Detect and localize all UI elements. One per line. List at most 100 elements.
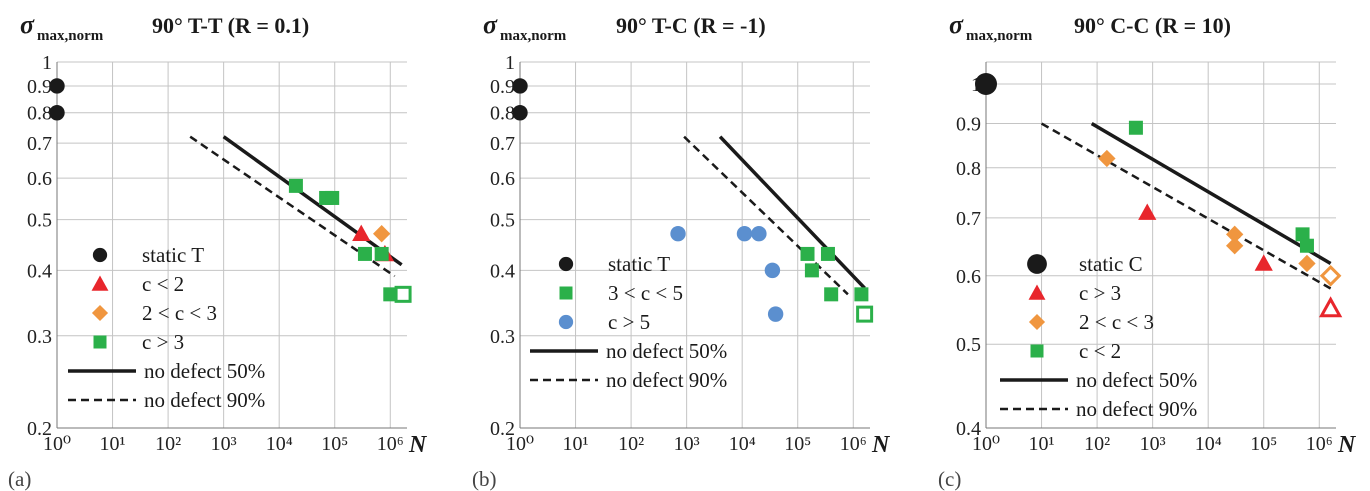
y-tick-label: 0.7 bbox=[490, 133, 515, 155]
data-point bbox=[372, 225, 391, 243]
x-tick-label: 10⁶ bbox=[840, 433, 867, 455]
data-point bbox=[1138, 203, 1157, 220]
y-tick-label: 0.4 bbox=[956, 418, 981, 440]
legend-label: static T bbox=[142, 243, 204, 267]
legend-marker bbox=[92, 247, 108, 263]
y-tick-label: 0.6 bbox=[956, 266, 981, 288]
y-tick-label: 1 bbox=[505, 52, 515, 74]
data-point bbox=[767, 306, 784, 322]
x-tick-label: 10² bbox=[155, 433, 181, 455]
legend-marker bbox=[1028, 284, 1046, 300]
legend-label: no defect 50% bbox=[1076, 368, 1197, 392]
legend-label: 3 < c < 5 bbox=[608, 281, 683, 305]
data-point bbox=[325, 190, 340, 205]
data-point bbox=[1299, 238, 1314, 253]
y-tick-label: 0.8 bbox=[490, 103, 515, 125]
data-point bbox=[49, 105, 65, 121]
data-point bbox=[512, 78, 528, 94]
y-axis-label-subscript: max,norm bbox=[966, 28, 1033, 44]
y-tick-label: 0.9 bbox=[490, 76, 515, 98]
data-point bbox=[383, 287, 398, 302]
panel-label: (c) bbox=[938, 467, 961, 491]
legend-label: c < 2 bbox=[142, 272, 184, 296]
x-tick-label: 10¹ bbox=[100, 433, 126, 455]
data-point bbox=[764, 262, 781, 279]
legend-label: c > 5 bbox=[608, 310, 650, 334]
x-tick-label: 10⁰ bbox=[43, 433, 71, 455]
y-tick-label: 0.9 bbox=[27, 76, 52, 98]
legend-label: no defect 90% bbox=[606, 368, 727, 392]
x-tick-label: 10⁰ bbox=[506, 433, 534, 455]
y-tick-label: 1 bbox=[42, 52, 52, 74]
legend-marker bbox=[91, 275, 109, 291]
y-tick-label: 0.7 bbox=[27, 133, 52, 155]
chart-panel-1: 10⁰ 10¹ 10² 10³ 10⁴ 10⁵ 10⁶ 0.2 0.3 0.4 0.5 0.6 0.7 0… bbox=[8, 10, 428, 491]
x-tick-label: 10³ bbox=[211, 433, 237, 455]
y-tick-label: 0.3 bbox=[27, 326, 52, 348]
legend-label: static T bbox=[608, 252, 670, 276]
x-tick-label: 10³ bbox=[674, 433, 700, 455]
data-point bbox=[854, 287, 869, 302]
y-tick-label: 0.4 bbox=[490, 260, 515, 282]
x-tick-label: 10² bbox=[1084, 433, 1110, 455]
y-tick-label: 0.6 bbox=[490, 168, 515, 190]
y-axis-label: σ bbox=[483, 10, 498, 39]
legend-marker bbox=[1028, 313, 1046, 331]
data-point bbox=[751, 225, 767, 242]
x-tick-label: 10⁴ bbox=[1195, 433, 1222, 455]
legend-label: no defect 50% bbox=[606, 339, 727, 363]
y-tick-label: 0.8 bbox=[27, 103, 52, 125]
x-tick-label: 10³ bbox=[1140, 433, 1166, 455]
x-tick-label: 10¹ bbox=[1029, 433, 1055, 455]
y-axis-label: σ bbox=[20, 10, 35, 39]
data-point bbox=[824, 287, 839, 302]
legend: static T c < 2 2 < c < 3 c > 3 no defect 50%… bbox=[68, 243, 265, 412]
panel-label: (b) bbox=[472, 467, 497, 491]
legend-label: 2 < c < 3 bbox=[1079, 310, 1154, 334]
legend-marker bbox=[558, 314, 574, 330]
x-tick-label: 10² bbox=[618, 433, 644, 455]
data-point bbox=[804, 263, 819, 278]
x-tick-label: 10⁵ bbox=[321, 433, 348, 455]
x-tick-label: 10¹ bbox=[563, 433, 589, 455]
fit-line-50 bbox=[222, 135, 403, 267]
legend-label: no defect 50% bbox=[144, 359, 265, 383]
data-point bbox=[288, 178, 303, 193]
x-tick-label: 10⁶ bbox=[377, 433, 404, 455]
y-tick-label: 0.2 bbox=[490, 418, 515, 440]
data-point bbox=[975, 73, 997, 95]
x-tick-label: 10⁶ bbox=[1306, 433, 1333, 455]
y-tick-label: 0.7 bbox=[956, 208, 981, 230]
legend: static T 3 < c < 5 c > 5 no defect 50% no de… bbox=[530, 252, 727, 392]
data-point bbox=[1298, 254, 1316, 273]
legend-label: c > 3 bbox=[1079, 281, 1121, 305]
legend-label: no defect 90% bbox=[144, 388, 265, 412]
data-point bbox=[352, 224, 371, 241]
legend-label: c > 3 bbox=[142, 330, 184, 354]
fit-line-90 bbox=[1040, 122, 1332, 290]
x-axis-label: N bbox=[1337, 432, 1357, 458]
data-point bbox=[1295, 227, 1310, 242]
legend-marker bbox=[1030, 344, 1044, 358]
y-tick-label: 0.8 bbox=[956, 158, 981, 180]
y-tick-label: 0.9 bbox=[956, 114, 981, 136]
data-point bbox=[1098, 149, 1116, 168]
fit-line-50 bbox=[718, 135, 866, 290]
legend-label: no defect 90% bbox=[1076, 397, 1197, 421]
x-tick-label: 10⁴ bbox=[729, 433, 756, 455]
data-point bbox=[374, 246, 389, 261]
data-point bbox=[512, 105, 528, 121]
data-point bbox=[1318, 296, 1343, 318]
chart-panel-3: 10⁰10¹10²10³10⁴10⁵10⁶0.40.50.60.70.80.91… bbox=[938, 10, 1357, 491]
data-point bbox=[1226, 237, 1244, 255]
data-point bbox=[1319, 264, 1342, 287]
chart-title: 90° T-C (R = -1) bbox=[616, 13, 766, 38]
x-axis-label: N bbox=[408, 432, 428, 458]
x-tick-label: 10⁵ bbox=[1250, 433, 1277, 455]
data-point bbox=[736, 225, 753, 242]
y-tick-label: 0.5 bbox=[956, 334, 981, 356]
panel-label: (a) bbox=[8, 467, 31, 491]
y-axis-label-subscript: max,norm bbox=[500, 28, 567, 44]
x-tick-label: 10⁵ bbox=[784, 433, 811, 455]
